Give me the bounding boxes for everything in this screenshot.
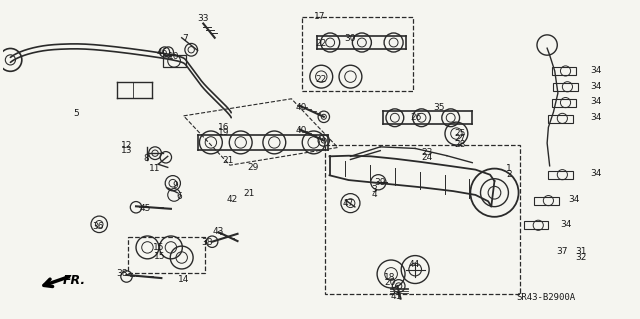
Text: 15: 15: [154, 252, 165, 261]
Bar: [325, 145, 520, 294]
Bar: [548, 171, 573, 179]
Text: 21: 21: [243, 189, 255, 198]
Text: 29: 29: [248, 163, 259, 172]
Text: FR.: FR.: [63, 274, 86, 287]
Text: 28: 28: [454, 140, 465, 149]
Text: 15: 15: [152, 243, 164, 252]
Text: 12: 12: [121, 141, 132, 150]
Text: 38: 38: [202, 238, 213, 247]
Bar: [554, 83, 577, 91]
Text: 36: 36: [92, 222, 104, 231]
Text: 16: 16: [218, 123, 229, 132]
Text: 11: 11: [149, 164, 161, 173]
Text: 46: 46: [157, 48, 168, 57]
Text: 43: 43: [213, 227, 224, 236]
Text: 33: 33: [197, 14, 209, 23]
Text: 44: 44: [408, 260, 420, 269]
Text: 37: 37: [557, 247, 568, 256]
Text: 1: 1: [506, 164, 512, 173]
Bar: [302, 17, 413, 91]
Bar: [524, 221, 548, 229]
Text: 17: 17: [314, 12, 326, 21]
Text: 8: 8: [143, 154, 149, 163]
Text: 10: 10: [168, 52, 180, 61]
Text: 34: 34: [590, 82, 602, 91]
Text: 34: 34: [590, 113, 602, 122]
Text: 40: 40: [295, 103, 307, 112]
Text: 4: 4: [371, 190, 377, 199]
Text: 9: 9: [172, 181, 178, 190]
Text: 3: 3: [371, 185, 377, 194]
Text: 32: 32: [576, 253, 587, 262]
Bar: [534, 197, 559, 205]
Text: 6: 6: [176, 192, 182, 201]
Text: 38: 38: [116, 270, 128, 278]
Text: 47: 47: [343, 199, 354, 208]
Text: 34: 34: [561, 220, 572, 229]
Bar: [548, 115, 573, 122]
Text: 34: 34: [568, 195, 579, 204]
Bar: [552, 67, 575, 75]
Text: 24: 24: [421, 153, 432, 162]
Text: SR43-B2900A: SR43-B2900A: [516, 293, 576, 301]
Text: 35: 35: [433, 103, 445, 112]
Text: 45: 45: [140, 204, 151, 213]
Text: 2: 2: [506, 170, 512, 179]
Text: 30: 30: [345, 34, 356, 43]
Text: 40: 40: [295, 126, 307, 135]
Text: 18: 18: [384, 273, 396, 282]
Text: 42: 42: [227, 196, 238, 204]
Text: 25: 25: [454, 129, 465, 138]
Text: 34: 34: [590, 66, 602, 75]
Bar: [163, 55, 186, 67]
Text: 22: 22: [316, 75, 327, 84]
Text: 34: 34: [590, 169, 602, 178]
Bar: [552, 99, 575, 107]
Text: 41: 41: [390, 292, 402, 300]
Text: 19: 19: [218, 128, 229, 137]
Text: 34: 34: [590, 97, 602, 107]
Text: 14: 14: [178, 275, 189, 284]
Text: 21: 21: [222, 156, 234, 165]
Text: 27: 27: [454, 134, 465, 144]
Text: 7: 7: [182, 34, 188, 43]
Text: 23: 23: [421, 148, 432, 157]
Text: 5: 5: [73, 109, 79, 118]
Text: 31: 31: [575, 247, 587, 256]
Text: 26: 26: [411, 113, 422, 122]
Text: 20: 20: [384, 278, 396, 287]
Text: 39: 39: [374, 178, 386, 187]
Text: 13: 13: [121, 146, 132, 155]
Bar: [129, 237, 205, 273]
Text: 22: 22: [316, 39, 327, 48]
